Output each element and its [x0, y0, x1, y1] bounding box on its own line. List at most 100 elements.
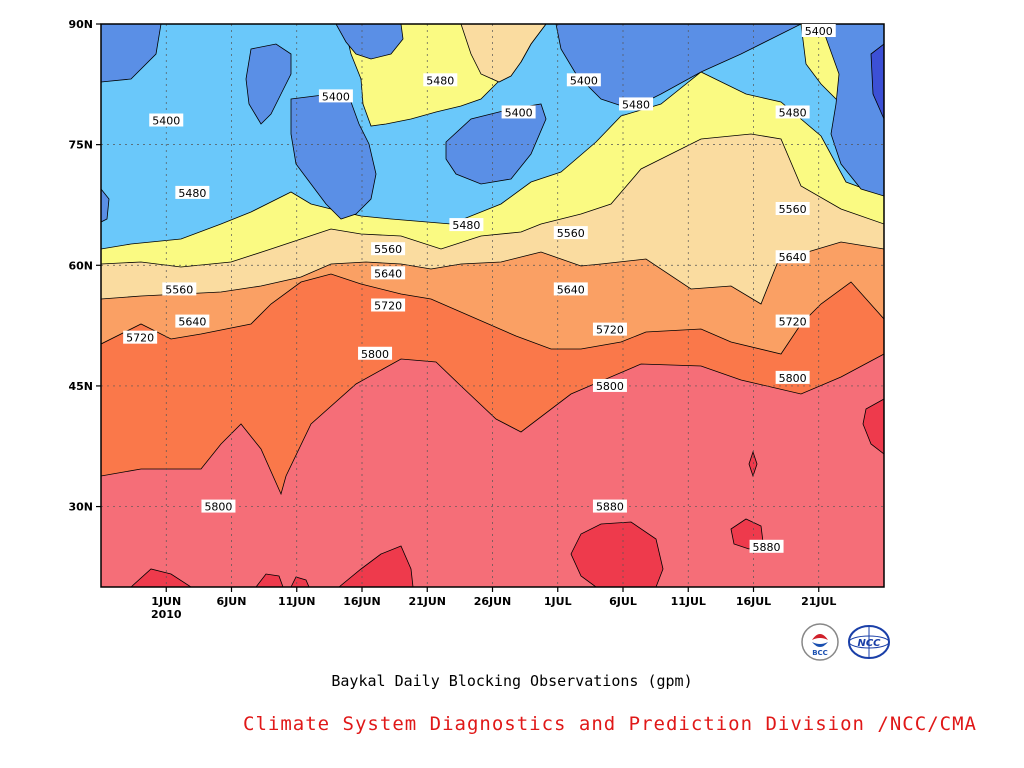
contour-label-text: 5800: [204, 501, 232, 514]
contour-label-box: [175, 314, 210, 328]
contour-label-text: 5400: [805, 25, 833, 38]
y-tick-label: 75N: [68, 139, 93, 152]
contour-label-text: 5560: [165, 283, 193, 296]
contour-label-box: [749, 539, 784, 553]
gridlines: [101, 24, 884, 587]
x-tick-label: 26JUN: [474, 595, 512, 608]
x-tick-label: 1JUN: [151, 595, 181, 608]
contour-label-5400: 5400: [501, 105, 536, 119]
contour-label-5720: 5720: [123, 330, 158, 345]
contour-label-box: [449, 218, 484, 232]
contour-label-5720: 5720: [592, 322, 627, 337]
contour-label-5480: 5480: [423, 73, 458, 87]
contour-labels: 5400 5400 5480 5400 5400 5480 5400 5480 5480 5480…: [123, 24, 836, 554]
contour-label-text: 5480: [178, 187, 206, 200]
contour-label-box: [775, 370, 810, 384]
contour-label-box: [592, 378, 627, 392]
contour-label-5400: 5400: [801, 24, 836, 38]
y-tick-label: 30N: [68, 501, 93, 514]
contour-label-box: [553, 282, 588, 296]
x-tick-label: 11JUN: [278, 595, 316, 608]
contour-label-text: 5400: [322, 90, 350, 103]
contour-label-5560: 5560: [162, 282, 197, 296]
x-tick-label: 16JUL: [736, 595, 771, 608]
contour-label-text: 5800: [596, 380, 624, 393]
contour-label-text: 5800: [779, 372, 807, 385]
contour-label-box: [775, 314, 810, 328]
bcc-logo: BCC: [801, 623, 839, 661]
x-tick-label: 11JUL: [671, 595, 706, 608]
contour-label-text: 5400: [152, 115, 180, 128]
x-tick-label: 21JUN: [408, 595, 446, 608]
contour-label-5720: 5720: [371, 298, 406, 313]
contour-label-text: 5640: [557, 283, 585, 296]
contour-label-box: [592, 322, 627, 336]
contour-label-5640: 5640: [775, 250, 810, 264]
contour-label-text: 5880: [596, 501, 624, 514]
contour-label-text: 5400: [570, 74, 598, 87]
contour-label-text: 5880: [753, 541, 781, 554]
contour-label-5640: 5640: [371, 266, 406, 280]
contour-label-box: [318, 89, 353, 103]
contour-label-5560: 5560: [775, 201, 810, 216]
contour-label-5400: 5400: [318, 89, 353, 103]
contour-label-box: [175, 185, 210, 199]
contour-label-5480: 5480: [175, 185, 210, 200]
chart-title: Baykal Daily Blocking Observations (gpm): [331, 672, 693, 690]
contour-label-box: [423, 73, 458, 87]
y-axis: 30N 45N 60N 75N 90N: [68, 18, 101, 514]
contour-label-text: 5640: [178, 316, 206, 329]
y-tick-label: 90N: [68, 18, 93, 31]
contour-label-box: [775, 105, 810, 119]
y-tick-label: 60N: [68, 259, 93, 272]
contour-label-text: 5560: [779, 203, 807, 216]
contour-label-box: [162, 282, 197, 296]
contour-label-text: 5640: [374, 267, 402, 280]
contour-label-box: [371, 266, 406, 280]
contour-label-text: 5560: [374, 243, 402, 256]
contour-label-box: [149, 113, 184, 127]
contour-label-box: [553, 226, 588, 240]
contour-label-5560: 5560: [371, 242, 406, 256]
contour-label-text: 5640: [779, 251, 807, 264]
contour-label-text: 5720: [374, 300, 402, 313]
contour-label-box: [801, 24, 836, 37]
contour-label-box: [371, 242, 406, 256]
contour-label-box: [566, 73, 601, 87]
contour-label-text: 5720: [779, 316, 807, 329]
contour-label-box: [358, 346, 393, 360]
x-tick-label: 16JUN: [343, 595, 381, 608]
contour-label-5480: 5480: [619, 97, 654, 111]
contour-label-5560: 5560: [553, 226, 588, 240]
contour-label-text: 5480: [779, 106, 807, 119]
contour-label-5800: 5800: [201, 499, 236, 514]
contour-label-5800: 5800: [592, 378, 627, 393]
contour-label-box: [123, 330, 158, 344]
contour-label-text: 5560: [557, 227, 585, 240]
contour-label-5640: 5640: [553, 282, 588, 296]
contour-label-text: 5480: [622, 98, 650, 111]
contour-label-box: [201, 499, 236, 513]
x-tick-label: 6JUN: [217, 595, 247, 608]
contour-label-text: 5800: [361, 348, 389, 361]
contour-label-text: 5480: [426, 74, 454, 87]
x-tick-label: 6JUL: [609, 595, 637, 608]
contour-label-text: 5400: [505, 106, 533, 119]
contour-label-box: [371, 298, 406, 312]
contour-label-5400: 5400: [149, 113, 184, 128]
contour-label-5800: 5800: [358, 346, 393, 361]
contour-label-5800: 5800: [775, 370, 810, 385]
contour-label-text: 5720: [126, 332, 154, 345]
bcc-logo-text: BCC: [812, 649, 828, 657]
contour-label-5480: 5480: [449, 218, 484, 232]
contour-label-5880: 5880: [592, 499, 627, 514]
contour-label-5480: 5480: [775, 105, 810, 119]
x-tick-label: 21JUL: [801, 595, 836, 608]
ncc-logo-text: NCC: [857, 638, 881, 649]
contour-label-text: 5480: [452, 219, 480, 232]
x-year-label: 2010: [151, 608, 182, 621]
y-tick-label: 45N: [68, 380, 93, 393]
contour-label-box: [619, 97, 654, 111]
